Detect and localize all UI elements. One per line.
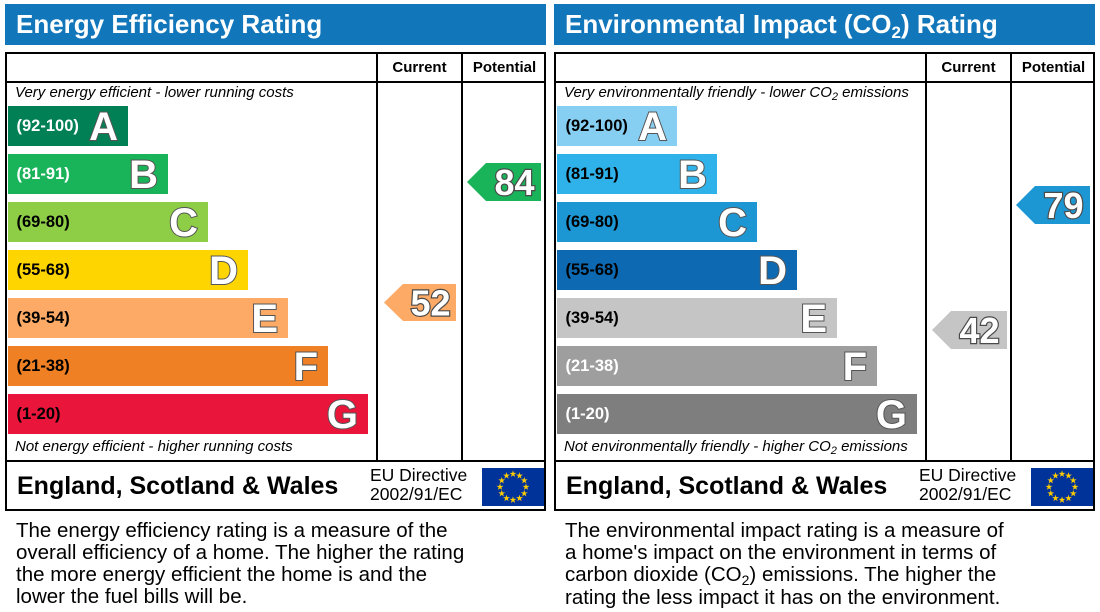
svg-text:B: B <box>678 154 707 194</box>
svg-text:A: A <box>638 106 667 146</box>
svg-text:42: 42 <box>959 311 999 349</box>
svg-text:G: G <box>876 394 907 434</box>
svg-text:E: E <box>800 298 827 338</box>
svg-text:D: D <box>758 250 787 290</box>
svg-text:C: C <box>169 202 198 242</box>
svg-text:D: D <box>209 250 238 290</box>
svg-text:C: C <box>718 202 747 242</box>
svg-text:A: A <box>89 106 118 146</box>
svg-text:G: G <box>327 394 358 434</box>
svg-text:E: E <box>251 298 278 338</box>
svg-text:F: F <box>294 346 318 386</box>
svg-text:B: B <box>129 154 158 194</box>
svg-text:F: F <box>843 346 867 386</box>
svg-text:84: 84 <box>494 163 534 201</box>
svg-text:79: 79 <box>1043 186 1083 224</box>
svg-text:52: 52 <box>410 284 450 321</box>
